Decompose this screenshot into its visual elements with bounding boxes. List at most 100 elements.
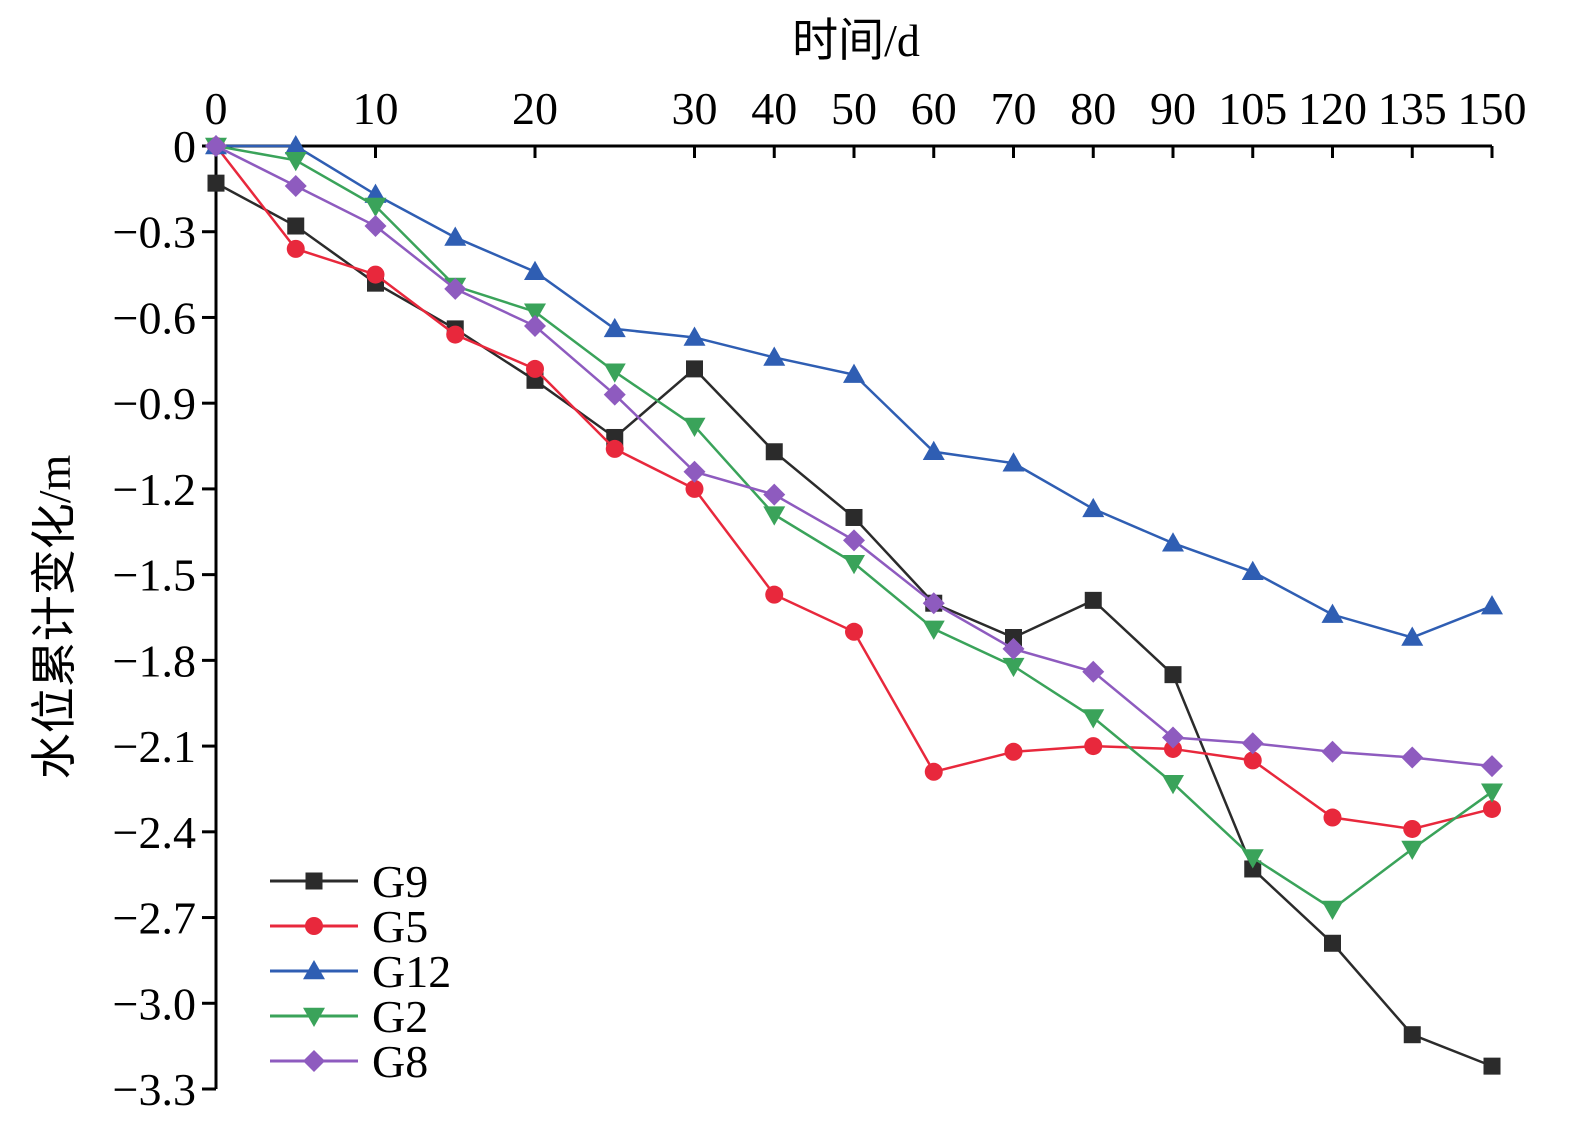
data-point-g12 (843, 363, 865, 383)
data-point-g2 (364, 197, 387, 218)
data-point-g12 (524, 260, 546, 280)
data-point-g8 (1002, 637, 1025, 660)
data-point-g12 (763, 346, 786, 366)
x-tick-label: 50 (831, 83, 877, 134)
data-point-g5 (1243, 751, 1262, 770)
data-point-g9 (1164, 666, 1182, 684)
data-point-g8 (1162, 726, 1184, 749)
data-point-g9 (1005, 629, 1022, 647)
data-point-g9 (686, 360, 703, 378)
legend-item-g5: G5 (270, 901, 428, 952)
series-layer (205, 135, 1503, 1075)
data-point-g8 (205, 135, 227, 157)
series-line-g5 (215, 145, 1493, 831)
x-tick-label: 0 (205, 83, 228, 134)
data-point-g9 (287, 217, 305, 235)
x-tick-label: 70 (991, 83, 1037, 134)
data-point-g2 (1082, 709, 1105, 729)
y-tick-label: −2.4 (113, 807, 196, 858)
data-point-g9 (1403, 1026, 1421, 1044)
y-tick-label: 0 (173, 121, 196, 172)
data-point-g12 (1082, 497, 1105, 518)
legend-item-g9: G9 (270, 856, 428, 907)
x-tick-label: 30 (672, 83, 718, 134)
y-tick-label: −0.6 (113, 292, 196, 343)
data-point-g2 (763, 506, 786, 526)
data-point-g12 (1481, 595, 1503, 615)
legend-item-g12: G12 (270, 946, 451, 997)
data-point-g12 (1401, 626, 1424, 646)
x-tick-label: 150 (1458, 83, 1527, 134)
x-tick-label: 60 (911, 83, 957, 134)
legend-marker (305, 872, 323, 890)
data-point-g5 (446, 325, 465, 344)
data-point-g5 (366, 265, 385, 284)
y-axis-title: 水位累计变化/m (29, 455, 80, 780)
data-point-g2 (603, 363, 626, 383)
data-point-g9 (1084, 591, 1102, 609)
data-point-g5 (924, 762, 943, 781)
data-point-g12 (1162, 532, 1184, 552)
series-g12 (205, 135, 1503, 646)
x-tick-label: 105 (1218, 83, 1287, 134)
y-tick-label: −1.5 (113, 550, 196, 601)
y-tick-label: −1.8 (113, 635, 196, 686)
data-point-g8 (1241, 732, 1264, 755)
data-point-g5 (845, 622, 863, 641)
data-point-g8 (1401, 746, 1424, 769)
data-point-g2 (1241, 849, 1264, 869)
data-point-g5 (1403, 819, 1422, 838)
y-tick-label: −3.3 (113, 1064, 196, 1115)
data-point-g9 (845, 508, 863, 526)
data-point-g5 (1004, 742, 1023, 761)
legend-label: G8 (372, 1036, 428, 1087)
series-g2 (205, 137, 1503, 920)
legend-item-g2: G2 (270, 991, 428, 1042)
data-point-g9 (765, 443, 783, 461)
series-g5 (207, 137, 1501, 838)
data-point-g12 (603, 317, 626, 338)
y-tick-label: −1.2 (113, 464, 196, 515)
legend-marker (303, 1050, 325, 1072)
legend-label: G12 (372, 946, 451, 997)
data-point-g2 (922, 620, 945, 640)
data-point-g8 (1481, 755, 1503, 778)
x-tick-label: 120 (1298, 83, 1367, 134)
legend-marker (303, 960, 325, 980)
data-point-g12 (444, 226, 467, 246)
x-tick-label: 10 (353, 83, 399, 134)
data-point-g12 (284, 135, 307, 155)
data-point-g12 (683, 326, 706, 346)
data-point-g5 (1084, 737, 1103, 756)
data-point-g2 (1162, 774, 1184, 795)
data-point-g12 (1002, 452, 1025, 472)
legend-label: G9 (372, 856, 428, 907)
data-point-g8 (763, 483, 786, 506)
axes: 0 10 20 30 40 50 60 70 80 90 105 120 135 150 0 −0.3 −0.6… (113, 83, 1527, 1115)
data-point-g12 (1241, 560, 1264, 581)
data-point-g2 (1002, 657, 1025, 678)
data-point-g5 (605, 439, 624, 458)
legend-marker (303, 1007, 325, 1027)
data-point-g8 (1082, 660, 1105, 683)
data-point-g5 (1164, 739, 1182, 758)
y-tick-label: −2.7 (113, 893, 196, 944)
x-tick-label: 40 (751, 83, 797, 134)
legend-label: G5 (372, 901, 428, 952)
y-tick-label: −0.3 (113, 207, 196, 258)
data-point-g2 (683, 417, 706, 438)
data-point-g5 (685, 479, 704, 498)
data-point-g2 (524, 303, 546, 323)
data-point-g2 (1401, 840, 1424, 860)
data-point-g8 (683, 460, 706, 483)
data-point-g5 (1483, 799, 1501, 818)
data-point-g8 (364, 215, 387, 238)
x-tick-label: 90 (1150, 83, 1196, 134)
data-point-g2 (1481, 783, 1503, 803)
data-point-g8 (1321, 740, 1344, 763)
data-point-g9 (1324, 934, 1341, 952)
series-g8 (205, 135, 1503, 778)
legend-label: G2 (372, 991, 428, 1042)
data-point-g8 (843, 529, 865, 552)
